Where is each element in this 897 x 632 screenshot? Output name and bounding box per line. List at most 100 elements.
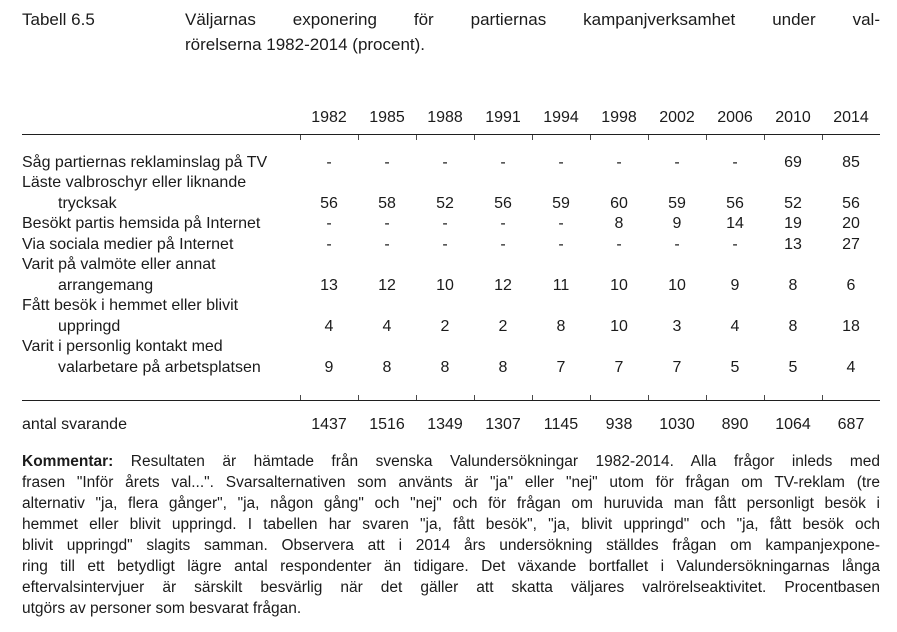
row-label-line: Varit på valmöte eller annat xyxy=(22,256,216,273)
campaign-exposure-table: 1982 1985 1988 1991 1994 1998 2002 2006 2010 2014… xyxy=(22,108,880,436)
value-cell: 52 xyxy=(436,194,454,212)
row-label: Varit på valmöte eller annat arrangemang xyxy=(22,255,300,296)
value-cell: 60 xyxy=(610,194,628,212)
value-cell: 5 xyxy=(730,358,740,376)
year-header: 2014 xyxy=(833,109,869,126)
value-cell: 13 xyxy=(320,276,338,294)
column-tick xyxy=(706,134,764,140)
column-tick xyxy=(648,395,706,400)
row-label-line: arrangemang xyxy=(58,276,154,294)
year-header: 1982 xyxy=(311,109,347,126)
value-cell: 8 xyxy=(556,317,566,335)
respondents-value: 1307 xyxy=(485,416,521,433)
column-tick xyxy=(300,395,358,400)
row-label: Besökt partis hemsida på Internet xyxy=(22,214,300,235)
value-cell: 59 xyxy=(668,194,686,212)
respondents-value: 890 xyxy=(721,416,749,433)
column-tick xyxy=(532,134,590,140)
row-label: Via sociala medier på Internet xyxy=(22,235,300,256)
value-cell: - xyxy=(326,153,332,171)
column-tick xyxy=(648,134,706,140)
table-rule-bottom xyxy=(22,395,880,401)
value-cell: 3 xyxy=(672,317,682,335)
table-number: Tabell 6.5 xyxy=(22,10,95,29)
value-cell: - xyxy=(558,153,564,171)
row-label: Läste valbroschyr eller liknande trycksak xyxy=(22,173,300,214)
title-line: Väljarnas exponering för partiernas kamp… xyxy=(185,10,880,29)
respondents-value: 687 xyxy=(837,416,865,433)
value-cell: 85 xyxy=(842,153,860,171)
comment-line: eftervalsintervjuer är särskilt besvärli… xyxy=(22,578,880,596)
comment-line: frasen "Inför årets val...". Svarsaltern… xyxy=(22,473,880,491)
comment-line: utgörs av personer som besvarat frågan. xyxy=(22,599,302,617)
value-cell: 8 xyxy=(440,358,450,376)
value-cell: - xyxy=(442,235,448,253)
respondents-value: 1145 xyxy=(543,416,579,433)
respondents-value: 1349 xyxy=(427,416,463,433)
year-header: 2002 xyxy=(659,109,695,126)
comment-line: ring till ett betydligt lägre antal resp… xyxy=(22,557,880,575)
value-cell: 18 xyxy=(842,317,860,335)
year-header-row: 1982 1985 1988 1991 1994 1998 2002 2006 2010 2014 xyxy=(22,108,880,134)
table-row: Besökt partis hemsida på Internet - - - - - 8 9… xyxy=(22,214,880,235)
value-cell: - xyxy=(442,215,448,232)
table-title: Väljarnas exponering för partiernas kamp… xyxy=(185,7,880,57)
row-label-line: Via sociala medier på Internet xyxy=(22,235,234,253)
row-label-line: Fått besök i hemmet eller blivit xyxy=(22,297,239,314)
value-cell: 8 xyxy=(498,358,508,376)
year-header: 1991 xyxy=(485,109,521,126)
value-cell: 58 xyxy=(378,194,396,212)
row-label-line: Besökt partis hemsida på Internet xyxy=(22,215,261,232)
value-cell: - xyxy=(384,215,390,232)
respondents-value: 1030 xyxy=(659,416,695,433)
table-row: Såg partiernas reklaminslag på TV - - - - - - -… xyxy=(22,153,880,174)
column-tick xyxy=(416,395,474,400)
table-row: Fått besök i hemmet eller blivit uppringd… xyxy=(22,296,880,337)
value-cell: - xyxy=(384,235,390,253)
comment-line: alternativ "ja, flera gånger", "ja, någo… xyxy=(22,494,880,512)
value-cell: 2 xyxy=(498,317,508,335)
column-tick xyxy=(706,395,764,400)
table-row: Varit i personlig kontakt med valarbetare… xyxy=(22,337,880,378)
value-cell: 5 xyxy=(788,358,798,376)
table-row: Läste valbroschyr eller liknande trycksak… xyxy=(22,173,880,214)
value-cell: 20 xyxy=(842,215,860,232)
value-cell: 6 xyxy=(846,276,856,294)
value-cell: 10 xyxy=(610,317,628,335)
column-tick xyxy=(532,395,590,400)
value-cell: - xyxy=(674,235,680,253)
title-line: rörelserna 1982-2014 (procent). xyxy=(185,35,426,54)
value-cell: 56 xyxy=(726,194,744,212)
column-tick xyxy=(822,395,880,400)
row-label-line: Läste valbroschyr eller liknande xyxy=(22,174,247,191)
column-tick xyxy=(822,134,880,140)
value-cell: 10 xyxy=(610,276,628,294)
column-tick xyxy=(590,134,648,140)
respondents-label: antal svarande xyxy=(22,416,127,433)
column-tick xyxy=(590,395,648,400)
table-rule-top xyxy=(22,133,880,140)
value-cell: - xyxy=(732,235,738,253)
value-cell: - xyxy=(616,235,622,253)
row-label-line: uppringd xyxy=(58,317,121,335)
year-header: 2010 xyxy=(775,109,811,126)
respondents-value: 1516 xyxy=(369,416,405,433)
column-tick xyxy=(474,134,532,140)
value-cell: 59 xyxy=(552,194,570,212)
comment-line: Kommentar: Resultaten är hämtade från sv… xyxy=(22,451,880,472)
column-tick xyxy=(416,134,474,140)
value-cell: 7 xyxy=(556,358,566,376)
comment-line: blivit uppringd" slagits samman. Observe… xyxy=(22,536,880,554)
value-cell: 56 xyxy=(494,194,512,212)
value-cell: - xyxy=(616,153,622,171)
value-cell: 9 xyxy=(324,358,334,376)
comment-label: Kommentar: xyxy=(22,452,114,470)
year-header: 1985 xyxy=(369,109,405,126)
value-cell: - xyxy=(384,153,390,171)
table-caption: Tabell 6.5 Väljarnas exponering för part… xyxy=(22,7,880,57)
value-cell: 4 xyxy=(382,317,392,335)
value-cell: - xyxy=(558,215,564,232)
column-tick xyxy=(474,395,532,400)
column-tick xyxy=(300,134,358,140)
